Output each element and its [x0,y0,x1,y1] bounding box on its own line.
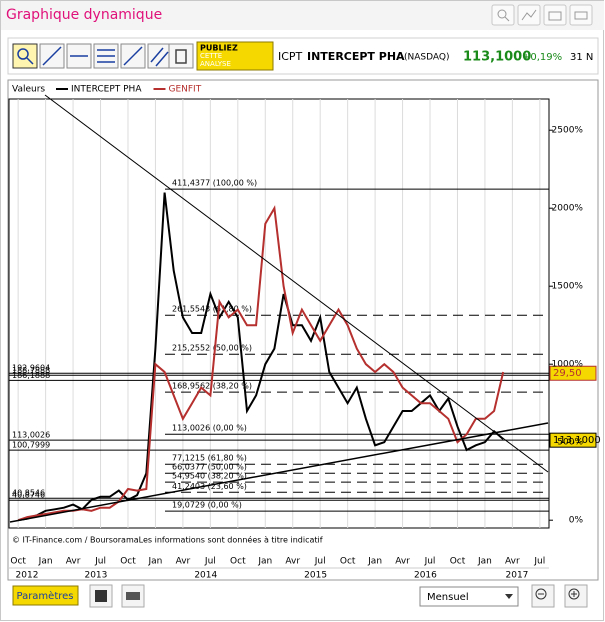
tool-delete[interactable] [168,43,194,69]
price-line-label: 100,7999 [12,441,50,450]
x-tick-label: Avr [505,557,520,567]
x-year-label: 2013 [84,571,107,581]
fib-label: 411,4377 (100,00 %) [172,179,257,188]
publish-text: ANALYSE [200,60,231,68]
price-tag [549,365,597,381]
zoom-glyph [535,588,547,600]
overlays: 29,50 113,1000 [549,365,601,448]
price-tag-label: 29,50 [553,368,582,379]
x-tick-label: Avr [66,557,81,567]
x-tick-label: Jan [477,557,492,567]
zoom-out[interactable] [531,584,555,608]
plot: 411,4377 (100,00 %) 261,5543 (61,80 %) 215… [8,98,553,529]
select-arrow [505,594,513,599]
x-tick-label: Jan [367,557,382,567]
x-year-label: 2017 [506,571,529,581]
x-tick-label: Jul [204,557,216,567]
legend-title: Valeurs [12,85,45,95]
fib-label: 19,0729 (0,00 %) [172,501,242,510]
change: +0,19% [522,52,562,63]
icon-bars[interactable] [543,4,567,26]
fib-label: 77,1215 (61,80 %) [172,454,247,463]
price-tag-label: 113,1000 [553,435,601,446]
fib-label: 66,0377 (50,00 %) [172,463,247,472]
trend-line [44,94,549,473]
stock-name: INTERCEPT PHA [307,50,405,63]
legend-label: INTERCEPT PHA [71,85,142,95]
market: (NASDAQ) [404,53,449,63]
settings-button[interactable] [12,585,79,606]
x-tick-label: Jul [424,557,436,567]
zoom-glyph [568,588,580,600]
x-tick-label: Jan [148,557,163,567]
settings-text: Paramètres [16,590,73,602]
x-tick-label: Jan [38,557,53,567]
x-tick-label: Avr [176,557,191,567]
publish-text: CETTE [200,52,222,60]
icon-print[interactable] [569,4,593,26]
price-line-label: 40,8546 [12,489,45,498]
header-glyphs [497,9,588,22]
price-line-label: 188,7888 [12,366,50,375]
x-tick-label: Jul [94,557,106,567]
period-select[interactable] [419,586,519,607]
fib-label: 41,2403 (23,60 %) [172,482,247,491]
x-year-label: 2015 [304,571,327,581]
x-tick-label: Avr [395,557,410,567]
price-tag [549,432,597,448]
price-line-label: 186,1888 [12,371,50,380]
ticker: ICPT [278,50,303,63]
publish-button[interactable] [196,41,274,71]
x-tick-label: Oct [450,557,466,567]
y-tick-label: 2000% [552,204,584,214]
price-line-label: 40,8746 [12,491,45,500]
fib-label: 261,5543 (61,80 %) [172,305,252,314]
period-text: Mensuel [427,592,469,603]
extra: 31 N [570,52,593,63]
x-tick-label: Oct [120,557,136,567]
plot-area [8,98,550,529]
x-tick-label: Oct [10,557,26,567]
legend: INTERCEPT PHA GENFIT [56,85,202,95]
tool-parallel[interactable] [147,43,173,69]
y-tick-label: 0% [569,516,584,526]
y-tick-label: 1000% [552,360,584,370]
x-tick-label: Avr [285,557,300,567]
icon-zoom[interactable] [491,4,515,26]
price: 113,1000 [463,50,531,65]
series-line [17,205,505,522]
copyright: © IT-Finance.com / BoursoramaLes informa… [12,535,323,545]
tool-zoom[interactable] [12,43,38,69]
trend-line [9,422,549,523]
price-line-label: 113,0026 [12,431,50,440]
save-glyph [95,590,107,602]
fib-label: 215,2552 (50,00 %) [172,344,252,353]
x-year-label: 2012 [16,571,39,581]
x-year-label: 2014 [194,571,217,581]
tool-glyphs [17,46,187,67]
y-tick-label: 1500% [552,282,584,292]
x-tick-label: Jan [257,557,272,567]
price-line-label: 192,9604 [12,364,50,373]
zoom-in[interactable] [564,584,588,608]
y-tick-label: 2500% [552,126,584,136]
x-tick-label: Oct [230,557,246,567]
series-line [18,192,504,522]
x-year-label: 2016 [414,571,437,581]
y-tick-label: 500% [557,438,583,448]
fib-label: 54,9540 (38,20 %) [172,472,247,481]
x-tick-label: Jul [314,557,326,567]
publish-text: PUBLIEZ [200,44,238,53]
print-glyph [126,592,140,600]
fib-label: 113,0026 (0,00 %) [172,424,247,433]
x-tick-label: Jul [533,557,545,567]
legend-label: GENFIT [168,85,201,95]
header-title: Graphique dynamique [6,7,162,23]
x-tick-label: Oct [340,557,356,567]
